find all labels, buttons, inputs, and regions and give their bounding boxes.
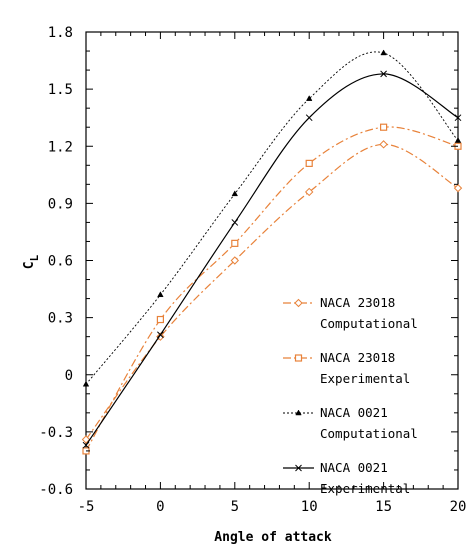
data-point: [82, 441, 90, 449]
series-1: [82, 123, 462, 455]
marker-stroke: [295, 464, 302, 472]
data-point: [231, 190, 239, 197]
data-point: [230, 256, 240, 265]
legend-label-line1: NACA 0021: [320, 460, 388, 475]
legend-label-line2: Computational: [320, 316, 418, 331]
y-tick-label: 0.9: [48, 196, 73, 212]
data-point: [305, 159, 313, 167]
y-tick-label: 1.5: [48, 82, 73, 98]
data-point: [305, 95, 313, 101]
data-point: [454, 114, 462, 122]
marker-stroke: [231, 219, 239, 226]
marker-stroke: [380, 70, 387, 78]
data-point: [305, 114, 313, 122]
legend-entry-0: NACA 23018 Computational: [283, 295, 418, 331]
legend-entry-2: NACA 0021 Computational: [283, 405, 418, 441]
marker-stroke: [305, 114, 313, 122]
x-tick-label: -5: [78, 499, 95, 515]
data-point: [156, 332, 165, 341]
svg-text:CL: CL: [22, 254, 41, 269]
marker-stroke: [157, 331, 164, 339]
y-tick-label: 1.2: [48, 139, 73, 155]
data-point: [231, 239, 239, 247]
data-point: [82, 380, 90, 387]
series-line: [85, 73, 459, 446]
series-line: [85, 126, 459, 452]
x-tick-label: 10: [301, 499, 318, 515]
data-point: [157, 331, 164, 339]
y-tick-label: 1.8: [48, 25, 73, 41]
x-tick-label: 15: [375, 499, 392, 515]
series-line: [85, 143, 459, 440]
y-tick-label: -0.3: [39, 425, 73, 441]
legend-marker: [295, 464, 302, 472]
y-tick-label: 0.6: [48, 254, 73, 270]
legend-label-line2: Computational: [320, 426, 418, 441]
legend-marker: [294, 354, 303, 362]
y-tick-label: -0.6: [39, 482, 73, 498]
legend-label-line2: Experimental: [320, 481, 410, 496]
series-0: [81, 140, 463, 444]
series-layer: [81, 49, 463, 455]
plot-frame: [85, 31, 459, 490]
y-axis-title-main: C: [22, 261, 37, 269]
x-tick-label: 5: [231, 499, 239, 515]
legend-marker: [295, 409, 302, 416]
data-point: [81, 435, 91, 444]
plot-area: [85, 31, 459, 490]
legend: NACA 23018 Computational NACA 23018 Experim…: [283, 295, 418, 496]
data-point: [380, 123, 388, 131]
legend-label-line2: Experimental: [320, 371, 410, 386]
x-tick-label: 20: [450, 499, 467, 515]
data-point: [453, 183, 463, 193]
data-point: [156, 315, 164, 324]
y-tick-label: 0: [65, 368, 73, 384]
data-point: [231, 219, 239, 226]
legend-marker: [294, 298, 303, 308]
y-tick-label: 0.3: [48, 311, 73, 327]
axes-layer: -0.6 -0.3 0 0.3 0.6 0.9 1.2 1.5 1.8 -5 0 5 10 15 20: [39, 25, 466, 515]
data-point: [380, 70, 387, 78]
y-axis-title-subscript: L: [28, 254, 41, 261]
series-2: [82, 49, 462, 387]
data-point: [454, 137, 462, 143]
series-3: [82, 70, 462, 449]
data-point: [380, 49, 387, 56]
y-axis-title: CL: [22, 254, 41, 269]
data-point: [379, 140, 388, 149]
data-point: [157, 291, 164, 298]
x-axis-title: Angle of attack: [214, 530, 332, 545]
legend-entry-1: NACA 23018 Experimental: [283, 350, 410, 386]
marker-stroke: [82, 441, 90, 449]
legend-label-line1: NACA 23018: [320, 295, 395, 310]
marker-stroke: [454, 114, 462, 122]
legend-label-line1: NACA 0021: [320, 405, 388, 420]
series-line: [85, 51, 459, 385]
legend-entry-3: NACA 0021 Experimental: [283, 460, 410, 496]
x-tick-label: 0: [156, 499, 164, 515]
legend-label-line1: NACA 23018: [320, 350, 395, 365]
data-point: [304, 187, 314, 197]
